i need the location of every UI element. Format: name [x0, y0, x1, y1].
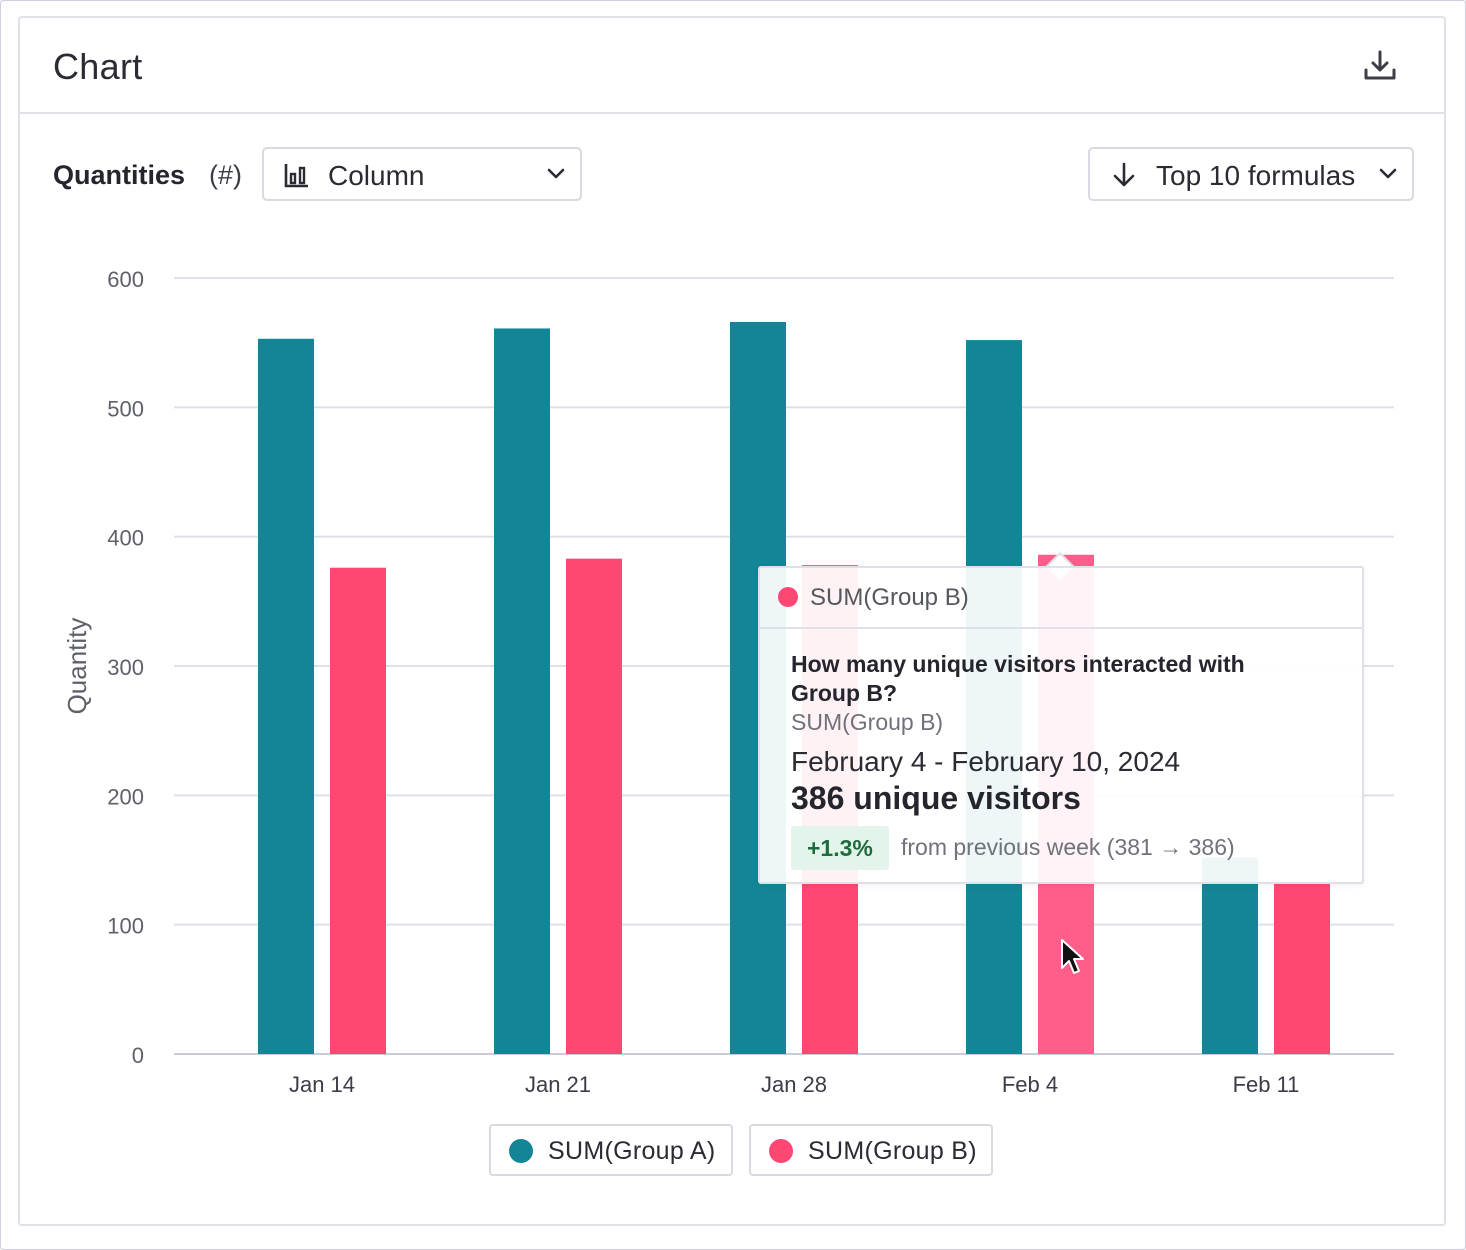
legend-item-group-a[interactable]: SUM(Group A)	[489, 1124, 733, 1176]
series-dot-icon	[778, 587, 798, 607]
x-tick-label: Feb 11	[1233, 1072, 1300, 1097]
legend-dot-icon	[509, 1139, 533, 1163]
column-chart-icon	[284, 164, 308, 188]
change-text: from previous week (381 → 386)	[901, 834, 1235, 860]
legend-item-group-b[interactable]: SUM(Group B)	[749, 1124, 993, 1176]
download-button[interactable]	[1362, 48, 1398, 84]
mouse-cursor-icon	[1061, 939, 1084, 974]
bar-group-b[interactable]	[1274, 883, 1330, 1054]
metric-label: Quantities	[53, 160, 186, 190]
download-icon	[1364, 50, 1396, 80]
tooltip-question: How many unique visitors interacted with…	[791, 651, 1245, 706]
bar-group-b[interactable]	[566, 558, 622, 1054]
sort-value: Top 10 formulas	[1156, 160, 1356, 191]
chart-tooltip: SUM(Group B) How many unique visitors in…	[758, 566, 1364, 884]
y-tick-label: 400	[107, 526, 144, 551]
chevron-down-icon	[547, 168, 565, 179]
tooltip-header: SUM(Group B)	[760, 568, 1362, 629]
arrow-down-icon	[1113, 162, 1135, 187]
x-tick-label: Jan 14	[289, 1072, 355, 1097]
y-tick-label: 0	[132, 1043, 144, 1068]
tooltip-formula: SUM(Group B)	[791, 709, 944, 735]
legend-label: SUM(Group B)	[808, 1137, 977, 1165]
chevron-down-icon	[1379, 168, 1397, 179]
bar-group-a[interactable]	[258, 338, 314, 1055]
tooltip-date-range: February 4 - February 10, 2024	[791, 746, 1181, 777]
x-tick-label: Jan 28	[761, 1072, 827, 1097]
y-tick-label: 600	[107, 267, 144, 292]
tooltip-value: 386 unique visitors	[791, 780, 1081, 816]
card-title: Chart	[53, 46, 143, 87]
y-tick-label: 200	[107, 784, 144, 809]
legend-dot-icon	[769, 1139, 793, 1163]
chart-type-select[interactable]: Column	[262, 147, 582, 201]
change-badge: +1.3%	[791, 826, 889, 870]
bar-group-b[interactable]	[330, 567, 386, 1054]
chart-type-value: Column	[328, 160, 425, 191]
y-tick-label: 500	[107, 396, 144, 421]
y-tick-label: 100	[107, 914, 144, 939]
y-tick-label: 300	[107, 655, 144, 680]
bar-group-a[interactable]	[494, 328, 550, 1054]
bar-group-a[interactable]	[1202, 857, 1258, 1054]
metric-unit: (#)	[209, 160, 242, 190]
legend-label: SUM(Group A)	[548, 1137, 716, 1165]
card-header: Chart	[20, 18, 1444, 114]
x-tick-label: Jan 21	[525, 1072, 591, 1097]
tooltip-series: SUM(Group B)	[810, 584, 969, 611]
sort-select[interactable]: Top 10 formulas	[1088, 147, 1414, 201]
y-axis-label: Quantity	[62, 618, 92, 715]
x-tick-label: Feb 4	[1002, 1072, 1058, 1097]
